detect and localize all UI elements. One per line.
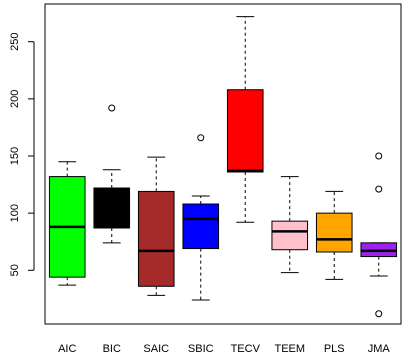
iqr-box xyxy=(271,220,309,251)
outlier-point xyxy=(197,134,205,142)
box-teem xyxy=(271,176,309,274)
box-jma xyxy=(360,152,398,318)
iqr-box xyxy=(226,89,264,173)
x-tick-label: SBIC xyxy=(188,343,214,355)
y-tick-label: 50 xyxy=(9,264,21,276)
iqr-box xyxy=(315,212,353,253)
outlier-point xyxy=(108,104,116,112)
iqr-box xyxy=(182,203,220,250)
x-tick-label: BIC xyxy=(103,343,121,355)
box-tecv xyxy=(226,16,264,223)
x-tick-label: TECV xyxy=(231,343,261,355)
y-tick-label: 150 xyxy=(9,147,21,165)
x-axis-labels: AIC BIC SAIC SBIC TECV TEEM PLS JMA xyxy=(58,343,390,355)
iqr-box xyxy=(137,190,175,287)
plot-frame xyxy=(44,3,402,325)
box-saic xyxy=(137,156,175,296)
x-tick-label: TEEM xyxy=(274,343,305,355)
y-tick-label: 100 xyxy=(9,204,21,222)
y-tick-label: 200 xyxy=(9,90,21,108)
iqr-box xyxy=(93,187,131,229)
boxes-layer xyxy=(48,16,398,318)
outlier-point xyxy=(375,152,383,160)
outlier-point xyxy=(375,310,383,318)
box-aic xyxy=(48,161,86,286)
y-axis: 50 100 150 200 250 xyxy=(9,33,35,276)
box-bic xyxy=(93,104,131,244)
x-tick-label: SAIC xyxy=(143,343,169,355)
box-pls xyxy=(315,190,353,280)
x-tick-label: AIC xyxy=(58,343,76,355)
outlier-point xyxy=(375,185,383,193)
box-sbic xyxy=(182,134,220,301)
x-tick-label: JMA xyxy=(368,343,391,355)
x-tick-label: PLS xyxy=(324,343,345,355)
y-tick-label: 250 xyxy=(9,33,21,51)
